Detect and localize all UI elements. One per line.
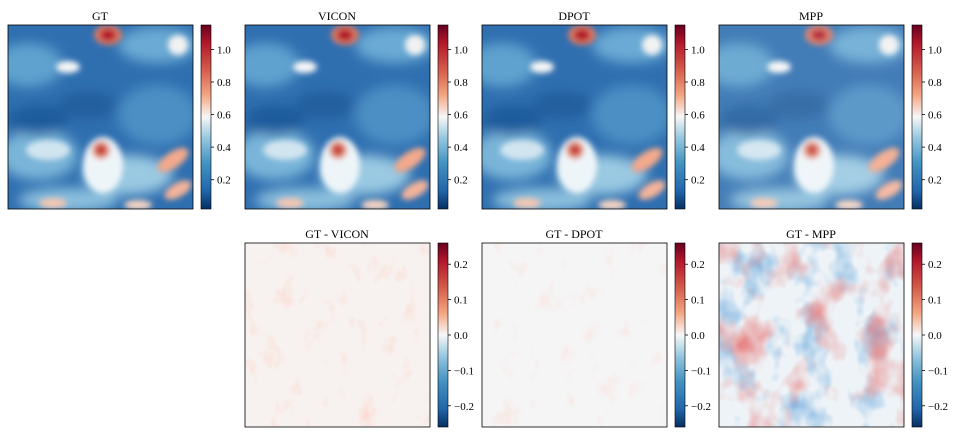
colorbar-tick-label: 0.1: [928, 295, 942, 307]
colorbar-tick-label: 0.2: [928, 175, 942, 187]
colorbar-tick-label: −0.1: [928, 365, 948, 377]
colorbar: [437, 242, 449, 428]
colorbar: [437, 24, 449, 210]
plot-frame: [718, 242, 905, 428]
panel-title: DPOT: [558, 9, 590, 23]
colorbar-tick-label: 0.4: [454, 142, 468, 154]
colorbar: [200, 24, 212, 210]
colorbar-tick-label: 0.8: [928, 77, 942, 89]
colorbar-tick-label: 0.4: [217, 142, 231, 154]
colorbar-tick-label: 0.2: [217, 175, 231, 187]
panel-title: GT - VICON: [305, 227, 369, 241]
colorbar-tick-label: 0.2: [928, 259, 942, 271]
colorbar-tick-label: −0.1: [454, 365, 474, 377]
plot-frame: [718, 24, 905, 210]
colorbar: [911, 24, 923, 210]
panel-gt-vicon: GT - VICON: [244, 227, 431, 428]
panel-gt-mpp: GT - MPP: [718, 227, 905, 428]
colorbar-tick-label: −0.2: [454, 401, 474, 413]
colorbar-tick-label: 0.6: [217, 110, 231, 122]
colorbar-tick-label: 0.2: [691, 259, 705, 271]
colorbar-tick-label: 0.8: [217, 77, 231, 89]
panel-title: GT: [92, 9, 109, 23]
plot-frame: [244, 242, 431, 428]
colorbar-tick-label: 0.2: [691, 175, 705, 187]
colorbar-tick-label: 0.0: [691, 330, 705, 342]
plot-frame: [244, 24, 431, 210]
colorbar-tick-label: 0.4: [691, 142, 705, 154]
plot-frame: [481, 242, 668, 428]
colorbar-tick-label: 0.1: [691, 295, 705, 307]
colorbar-tick-label: 0.2: [454, 259, 468, 271]
colorbar-tick-label: 0.6: [691, 110, 705, 122]
panel-gt-dpot: GT - DPOT: [481, 227, 668, 428]
colorbar-tick-label: −0.2: [691, 401, 711, 413]
plot-frame: [7, 24, 194, 210]
colorbar-tick-label: 1.0: [217, 44, 231, 56]
colorbar-tick-label: 0.8: [454, 77, 468, 89]
panel-vicon: VICON: [244, 9, 431, 210]
colorbar-tick-label: 1.0: [454, 44, 468, 56]
colorbar: [674, 242, 686, 428]
panel-dpot: DPOT: [481, 9, 668, 210]
colorbars: 0.2 0.4 0.6 0.8 1.0 0.2 0.4 0.6 0.8 1.0 0.2 0.4 0.6 0…: [200, 24, 948, 428]
colorbar-tick-label: −0.2: [928, 401, 948, 413]
colorbar-tick-label: 0.0: [454, 330, 468, 342]
panel-title: MPP: [799, 9, 823, 23]
plot-frame: [481, 24, 668, 210]
colorbar-tick-label: 0.4: [928, 142, 942, 154]
panel-title: GT - DPOT: [545, 227, 603, 241]
colorbar-tick-label: 0.6: [454, 110, 468, 122]
colorbar: [674, 24, 686, 210]
colorbar-tick-label: 1.0: [928, 44, 942, 56]
colorbar-tick-label: 0.0: [928, 330, 942, 342]
colorbar-tick-label: 0.8: [691, 77, 705, 89]
panel-title: VICON: [318, 9, 356, 23]
colorbar-tick-label: 0.2: [454, 175, 468, 187]
panel-gt: GT: [7, 9, 194, 210]
colorbar-tick-label: 0.1: [454, 295, 468, 307]
panel-mpp: MPP: [718, 9, 905, 210]
panel-title: GT - MPP: [786, 227, 836, 241]
colorbar-tick-label: −0.1: [691, 365, 711, 377]
colorbar-tick-label: 1.0: [691, 44, 705, 56]
colorbar: [911, 242, 923, 428]
colorbar-tick-label: 0.6: [928, 110, 942, 122]
